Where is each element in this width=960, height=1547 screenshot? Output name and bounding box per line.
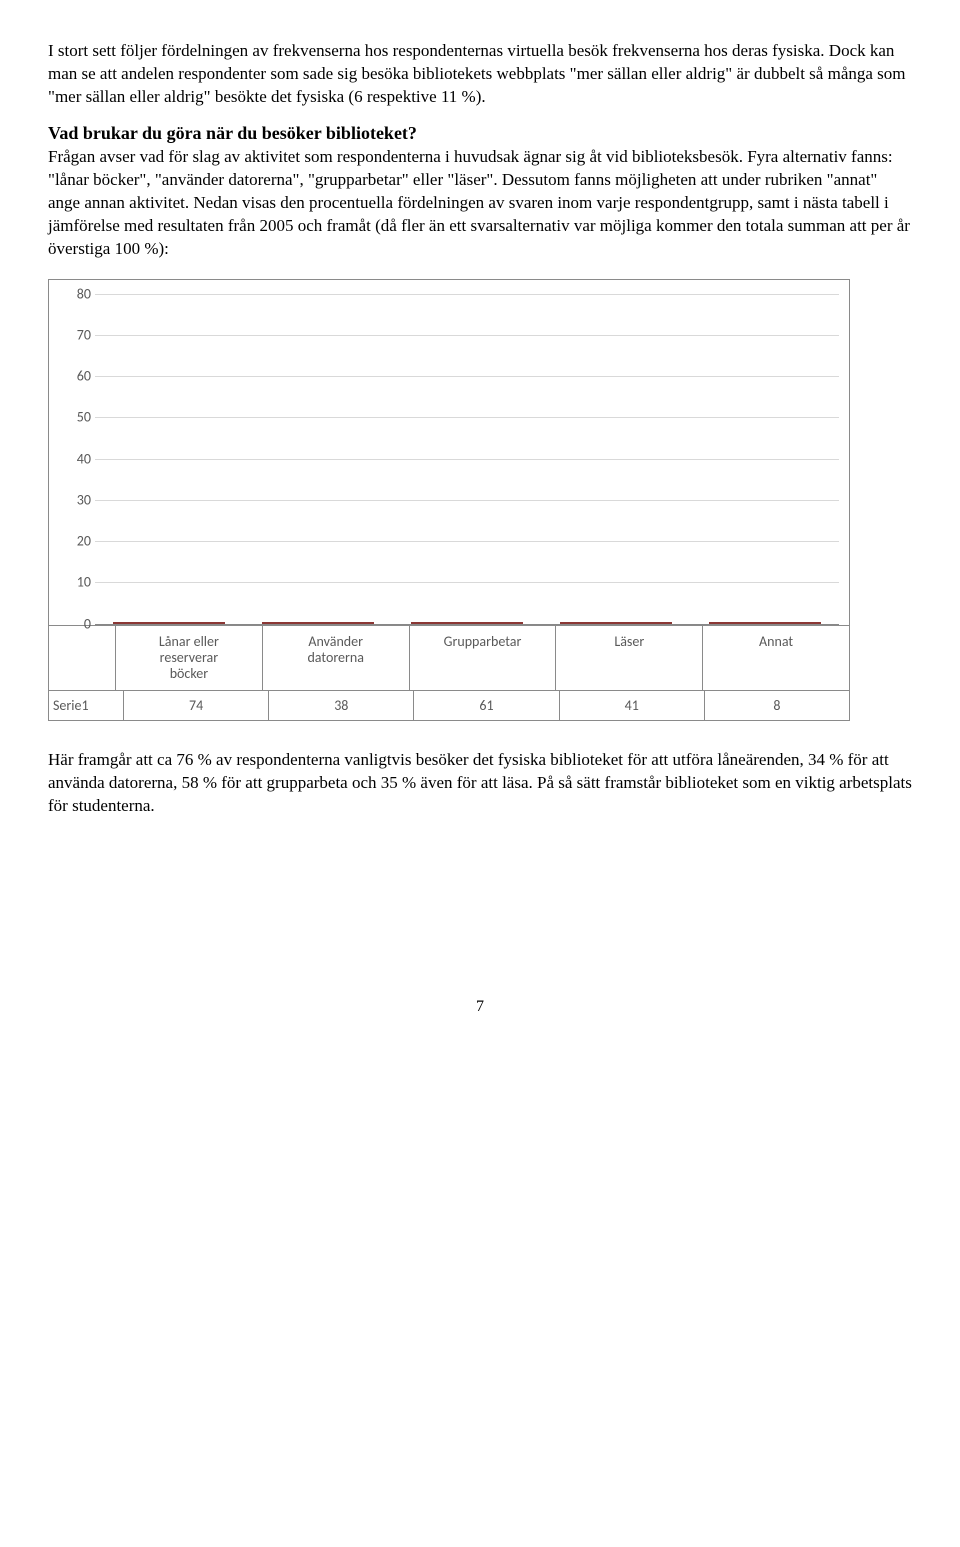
intro-paragraph: I stort sett följer fördelningen av frek…	[48, 40, 912, 109]
series-label: Serie1	[49, 691, 124, 720]
chart-data-table: Serie1 743861418	[49, 690, 849, 720]
y-tick: 60	[77, 368, 91, 385]
body-paragraph-2: Frågan avser vad för slag av aktivitet s…	[48, 146, 912, 261]
y-tick: 40	[77, 450, 91, 467]
y-tick: 80	[77, 285, 91, 302]
bar	[709, 622, 821, 624]
y-tick: 30	[77, 491, 91, 508]
y-tick: 20	[77, 533, 91, 550]
data-cell: 38	[269, 691, 414, 720]
x-label: Annat	[703, 626, 849, 690]
bar-slot	[244, 622, 393, 624]
bar-slot	[393, 622, 542, 624]
bar	[560, 622, 672, 624]
x-label: Använderdatorerna	[263, 626, 410, 690]
y-axis: 01020304050607080	[59, 294, 95, 624]
page-number: 7	[48, 998, 912, 1016]
bar-slot	[541, 622, 690, 624]
plot-area	[95, 294, 839, 625]
data-cell: 8	[705, 691, 849, 720]
data-cell: 74	[124, 691, 269, 720]
data-cell: 41	[560, 691, 705, 720]
x-label: Lånar ellerreserverarböcker	[116, 626, 263, 690]
bar	[113, 622, 225, 624]
data-cell: 61	[414, 691, 559, 720]
bar	[262, 622, 374, 624]
y-tick: 10	[77, 574, 91, 591]
bar-slot	[690, 622, 839, 624]
bar-slot	[95, 622, 244, 624]
x-label: Grupparbetar	[410, 626, 557, 690]
y-tick: 0	[84, 615, 91, 632]
bar	[411, 622, 523, 624]
x-labels-row: Lånar ellerreserverarböckerAnvänderdator…	[49, 625, 849, 690]
y-tick: 70	[77, 326, 91, 343]
y-tick: 50	[77, 409, 91, 426]
x-label: Läser	[556, 626, 703, 690]
activity-bar-chart: 0 10 20 30 40 50 60 70 80 Lånar ellerreserverarb…	[48, 279, 850, 721]
section-heading: Vad brukar du göra när du besöker biblio…	[48, 123, 912, 144]
body-paragraph-3: Här framgår att ca 76 % av respondentern…	[48, 749, 912, 818]
